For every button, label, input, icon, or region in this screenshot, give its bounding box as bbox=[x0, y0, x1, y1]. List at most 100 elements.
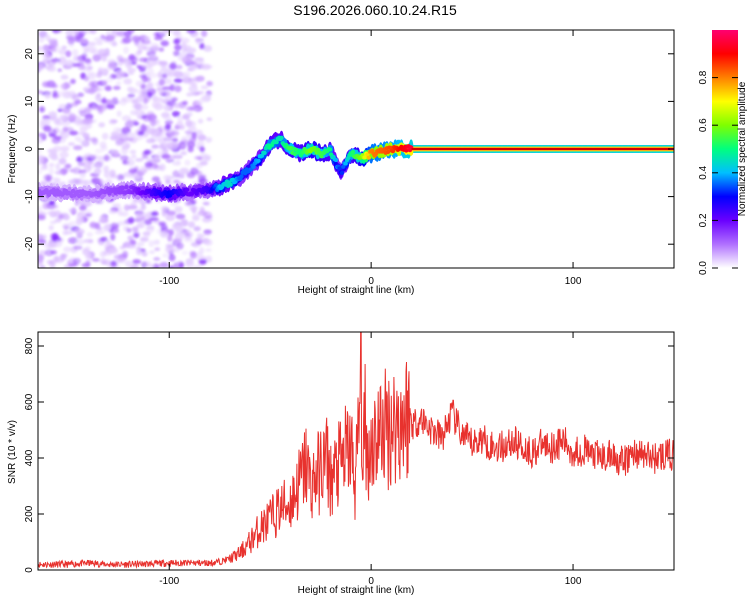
noise-speckle bbox=[160, 205, 168, 212]
noise-speckle bbox=[197, 156, 203, 161]
noise-speckle bbox=[60, 145, 70, 152]
noise-speckle bbox=[84, 252, 92, 260]
noise-speckle bbox=[126, 227, 132, 233]
noise-speckle bbox=[74, 33, 85, 39]
ridge-cell bbox=[189, 191, 195, 196]
noise-speckle bbox=[172, 222, 183, 230]
noise-speckle bbox=[52, 256, 58, 263]
noise-speckle bbox=[61, 222, 72, 230]
noise-speckle bbox=[155, 133, 162, 137]
noise-speckle bbox=[203, 231, 211, 236]
noise-speckle bbox=[183, 238, 194, 243]
noise-speckle bbox=[156, 97, 164, 103]
noise-speckle bbox=[168, 155, 176, 160]
noise-speckle bbox=[38, 90, 44, 94]
noise-speckle bbox=[100, 98, 107, 103]
noise-speckle bbox=[163, 104, 172, 112]
noise-speckle bbox=[105, 34, 115, 42]
noise-speckle bbox=[120, 147, 128, 155]
noise-speckle bbox=[180, 219, 189, 227]
noise-speckle bbox=[127, 216, 135, 224]
figure-title: S196.2026.060.10.24.R15 bbox=[293, 2, 457, 18]
noise-speckle bbox=[119, 155, 129, 161]
noise-speckle bbox=[98, 48, 108, 54]
noise-speckle bbox=[193, 264, 202, 268]
ridge-cell bbox=[385, 149, 391, 154]
noise-speckle bbox=[197, 210, 208, 217]
noise-speckle bbox=[200, 85, 209, 90]
noise-speckle bbox=[67, 237, 78, 244]
noise-speckle bbox=[115, 81, 122, 86]
noise-speckle bbox=[170, 97, 178, 102]
noise-speckle bbox=[158, 221, 166, 227]
ridge-cell bbox=[333, 157, 339, 163]
noise-speckle bbox=[191, 82, 198, 89]
noise-speckle bbox=[68, 208, 76, 213]
noise-speckle bbox=[73, 55, 83, 62]
noise-speckle bbox=[189, 64, 199, 71]
noise-speckle bbox=[80, 37, 89, 45]
noise-speckle bbox=[158, 30, 165, 36]
noise-speckle bbox=[193, 226, 201, 232]
noise-speckle bbox=[78, 131, 87, 136]
ridge-cell bbox=[251, 164, 256, 169]
noise-speckle bbox=[169, 84, 175, 92]
noise-speckle bbox=[46, 210, 57, 215]
noise-speckle bbox=[65, 103, 73, 110]
noise-speckle bbox=[157, 89, 165, 96]
noise-speckle bbox=[111, 30, 117, 36]
noise-speckle bbox=[174, 44, 182, 51]
noise-speckle bbox=[194, 237, 203, 242]
noise-speckle bbox=[38, 132, 45, 138]
noise-speckle bbox=[97, 226, 103, 231]
noise-speckle bbox=[199, 42, 205, 50]
noise-speckle bbox=[65, 50, 72, 58]
noise-speckle bbox=[166, 181, 173, 187]
noise-speckle bbox=[52, 177, 61, 182]
noise-speckle bbox=[96, 104, 103, 111]
noise-speckle bbox=[84, 136, 91, 142]
noise-speckle bbox=[135, 80, 143, 87]
noise-speckle bbox=[172, 238, 183, 244]
noise-speckle bbox=[191, 106, 198, 111]
noise-speckle bbox=[146, 82, 154, 90]
noise-speckle bbox=[71, 93, 80, 102]
noise-speckle bbox=[128, 87, 138, 94]
ridge-cell bbox=[343, 161, 348, 166]
noise-speckle bbox=[146, 50, 156, 57]
noise-speckle bbox=[169, 62, 177, 70]
noise-speckle bbox=[115, 139, 125, 145]
noise-speckle bbox=[111, 97, 119, 105]
noise-speckle bbox=[149, 250, 155, 254]
noise-speckle bbox=[106, 103, 115, 110]
noise-speckle bbox=[38, 258, 44, 265]
noise-speckle bbox=[197, 134, 207, 141]
noise-speckle bbox=[127, 68, 137, 73]
noise-speckle bbox=[162, 253, 169, 258]
noise-speckle bbox=[94, 169, 101, 175]
noise-speckle bbox=[38, 30, 48, 38]
noise-speckle bbox=[178, 169, 187, 175]
noise-speckle bbox=[194, 76, 202, 83]
noise-speckle bbox=[123, 46, 130, 54]
noise-speckle bbox=[60, 74, 69, 80]
noise-speckle bbox=[110, 119, 118, 124]
noise-speckle bbox=[79, 204, 87, 211]
noise-speckle bbox=[86, 231, 94, 238]
noise-speckle bbox=[58, 116, 66, 121]
noise-speckle bbox=[145, 157, 154, 163]
noise-speckle bbox=[142, 261, 152, 267]
noise-speckle bbox=[103, 154, 110, 162]
noise-speckle bbox=[49, 204, 59, 209]
noise-speckle bbox=[155, 180, 162, 186]
noise-speckle bbox=[84, 65, 93, 72]
noise-speckle bbox=[181, 37, 190, 44]
noise-speckle bbox=[51, 83, 58, 89]
noise-speckle bbox=[106, 175, 112, 182]
noise-speckle bbox=[127, 235, 134, 241]
y-tick-label: 0 bbox=[24, 567, 35, 573]
noise-speckle bbox=[205, 137, 212, 143]
noise-speckle bbox=[187, 126, 197, 132]
noise-speckle bbox=[179, 52, 187, 59]
noise-speckle bbox=[206, 117, 213, 122]
